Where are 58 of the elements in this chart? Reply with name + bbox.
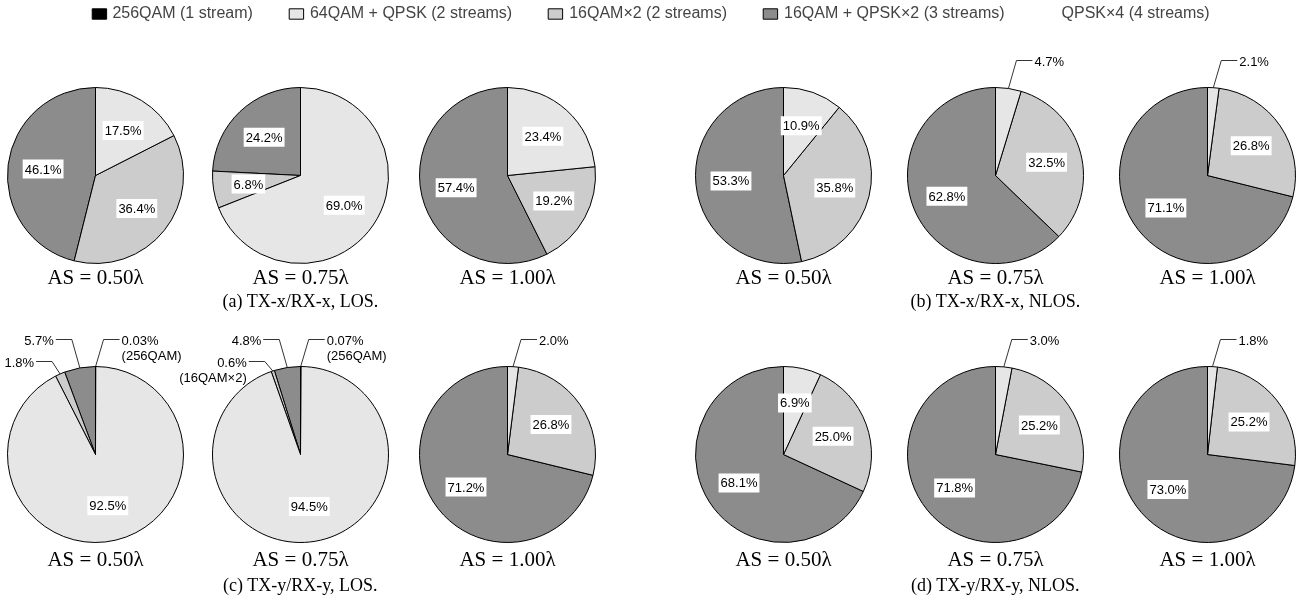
text: AS = 0.50λ bbox=[735, 264, 833, 289]
legend-label: 256QAM (1 stream) bbox=[112, 4, 253, 22]
data-label: 19.2% bbox=[535, 193, 573, 209]
data-label: 6.9% bbox=[780, 395, 811, 411]
data-label: 25.0% bbox=[814, 428, 852, 444]
data-label: 26.8% bbox=[1232, 138, 1271, 154]
text: (d) TX-y/RX-y, NLOS. bbox=[911, 574, 1080, 596]
data-label: 62.8% bbox=[928, 188, 966, 204]
data-label: 71.2% bbox=[447, 479, 485, 495]
text: AS = 1.00λ bbox=[459, 264, 557, 289]
data-label: 5.7% bbox=[24, 332, 55, 348]
data-label: 1.8% bbox=[1238, 332, 1269, 348]
text: (a) TX-x/RX-x, LOS. bbox=[222, 290, 379, 312]
data-label: 25.2% bbox=[1230, 414, 1268, 430]
text: AS = 1.00λ bbox=[459, 546, 557, 571]
text: AS = 0.50λ bbox=[47, 264, 145, 289]
text: AS = 0.50λ bbox=[47, 546, 145, 571]
data-label: 25.2% bbox=[1020, 417, 1059, 433]
data-label: 26.8% bbox=[532, 417, 570, 433]
data-label: 57.4% bbox=[437, 180, 475, 196]
data-label: 3.0% bbox=[1029, 332, 1060, 348]
data-label: 6.8% bbox=[233, 176, 264, 192]
data-label: 10.9% bbox=[782, 118, 821, 134]
data-label: 2.1% bbox=[1239, 53, 1270, 69]
legend-label: 64QAM + QPSK (2 streams) bbox=[309, 4, 513, 22]
data-label: 46.1% bbox=[24, 161, 62, 177]
data-label: 2.0% bbox=[539, 332, 570, 348]
text: AS = 1.00λ bbox=[1159, 264, 1257, 289]
data-label: 0.03% (256QAM) bbox=[121, 332, 182, 363]
data-label: 1.8% bbox=[4, 354, 35, 370]
legend-label: 16QAM×2 (2 streams) bbox=[569, 4, 728, 22]
data-label: 69.0% bbox=[325, 197, 364, 213]
data-label: 4.8% bbox=[231, 332, 262, 348]
legend-label: 16QAM + QPSK×2 (3 streams) bbox=[784, 4, 1005, 22]
text: AS = 0.75λ bbox=[252, 264, 350, 289]
data-label: 0.07% (256QAM) bbox=[326, 332, 387, 363]
category-label: QPSK×4 (4 streams) bbox=[1061, 4, 1210, 21]
data-label: 92.5% bbox=[89, 498, 127, 514]
text: AS = 0.50λ bbox=[735, 546, 833, 571]
data-label: 24.2% bbox=[245, 129, 283, 145]
data-label: 32.5% bbox=[1028, 154, 1066, 170]
text: AS = 0.75λ bbox=[947, 546, 1045, 571]
data-label: 53.3% bbox=[712, 173, 750, 189]
data-label: 36.4% bbox=[118, 200, 156, 216]
data-label: 35.8% bbox=[816, 180, 854, 196]
data-label: 4.7% bbox=[1034, 53, 1065, 69]
text: AS = 0.75λ bbox=[252, 546, 350, 571]
data-label: 68.1% bbox=[720, 475, 758, 491]
text: AS = 1.00λ bbox=[1159, 546, 1257, 571]
data-label: 17.5% bbox=[104, 122, 142, 138]
data-label: 71.8% bbox=[936, 480, 974, 496]
data-label: 94.5% bbox=[290, 499, 329, 515]
text: AS = 0.75λ bbox=[947, 264, 1045, 289]
data-label: 23.4% bbox=[524, 128, 562, 144]
data-label: 73.0% bbox=[1149, 481, 1187, 497]
data-label: 71.1% bbox=[1147, 200, 1185, 216]
text: (c) TX-y/RX-y, LOS. bbox=[223, 574, 378, 596]
text: (b) TX-x/RX-x, NLOS. bbox=[910, 290, 1081, 312]
